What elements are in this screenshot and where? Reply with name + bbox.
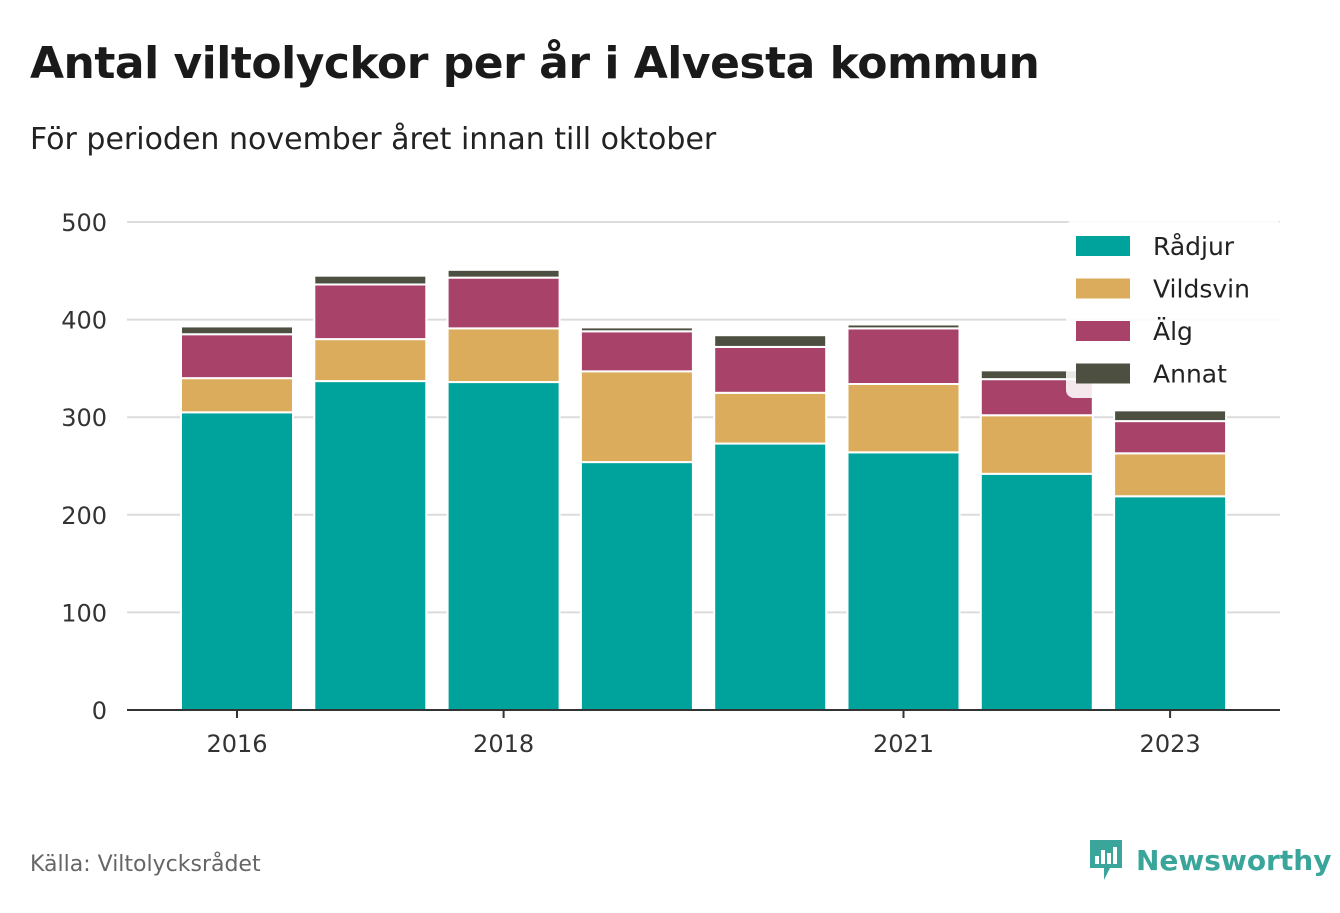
y-tick-label: 100 xyxy=(61,599,107,627)
legend-label-radjur: Rådjur xyxy=(1153,232,1235,261)
bar-annat-2018 xyxy=(446,268,561,279)
bar-alg-2018 xyxy=(446,276,561,330)
bar-alg-2021 xyxy=(846,327,961,386)
y-tick-label: 500 xyxy=(61,209,107,237)
axes: 0 100 200 300 400 500 2016 2018 2021 2023 xyxy=(61,209,1280,758)
newsworthy-logo-icon xyxy=(1090,840,1122,880)
bar-vildsvin-2016 xyxy=(180,377,294,414)
legend-box xyxy=(1066,220,1282,398)
x-tick-label: 2023 xyxy=(1140,730,1201,758)
bar-alg-2019 xyxy=(579,330,694,373)
bar-alg-2017 xyxy=(313,283,428,341)
legend: Rådjur Vildsvin Älg Annat xyxy=(1066,220,1282,398)
source-note: Källa: Viltolycksrådet xyxy=(30,852,261,877)
bar-radjur-2017 xyxy=(313,380,428,711)
bar-annat-2019 xyxy=(579,326,694,333)
bar-annat-2016 xyxy=(180,325,294,336)
chart-title: Antal viltolyckor per år i Alvesta kommu… xyxy=(30,38,1040,89)
bar-vildsvin-2018 xyxy=(446,327,561,384)
bar-vildsvin-2019 xyxy=(579,370,694,464)
bar-radjur-2019 xyxy=(579,461,694,712)
bar-annat-2023 xyxy=(1113,409,1228,423)
bar-vildsvin-2022 xyxy=(979,414,1094,475)
bar-radjur-2020 xyxy=(713,442,828,711)
legend-swatch-vildsvin xyxy=(1076,278,1130,299)
bar-radjur-2021 xyxy=(846,451,961,711)
bar-vildsvin-2021 xyxy=(846,383,961,454)
bar-vildsvin-2020 xyxy=(713,391,828,445)
legend-label-annat: Annat xyxy=(1153,360,1227,389)
brand-name: Newsworthy xyxy=(1136,843,1332,877)
bar-annat-2020 xyxy=(713,334,828,348)
bar-radjur-2022 xyxy=(979,472,1094,712)
bar-alg-2023 xyxy=(1113,420,1228,455)
legend-label-alg: Älg xyxy=(1153,317,1193,346)
bar-radjur-2018 xyxy=(446,381,561,711)
y-tick-label: 0 xyxy=(92,697,107,725)
bar-alg-2020 xyxy=(713,345,828,394)
legend-swatch-alg xyxy=(1076,321,1130,341)
bar-annat-2021 xyxy=(846,323,961,330)
newsworthy-logo: Newsworthy xyxy=(1088,838,1331,882)
y-tick-label: 200 xyxy=(61,502,107,530)
legend-swatch-annat xyxy=(1076,363,1130,384)
bar-radjur-2016 xyxy=(180,411,294,711)
x-tick-label: 2016 xyxy=(206,730,267,758)
x-tick-label: 2021 xyxy=(873,730,934,758)
legend-label-vildsvin: Vildsvin xyxy=(1153,275,1250,304)
x-tick-label: 2018 xyxy=(473,730,534,758)
bar-radjur-2023 xyxy=(1113,495,1228,712)
bar-vildsvin-2017 xyxy=(313,338,428,383)
bar-alg-2016 xyxy=(180,333,294,380)
legend-swatch-radjur xyxy=(1076,236,1130,256)
bar-vildsvin-2023 xyxy=(1113,452,1228,498)
chart-subtitle: För perioden november året innan till ok… xyxy=(30,122,717,157)
y-tick-label: 400 xyxy=(61,307,107,335)
y-tick-label: 300 xyxy=(61,404,107,432)
bar-annat-2017 xyxy=(313,274,428,286)
bars xyxy=(180,268,1228,712)
